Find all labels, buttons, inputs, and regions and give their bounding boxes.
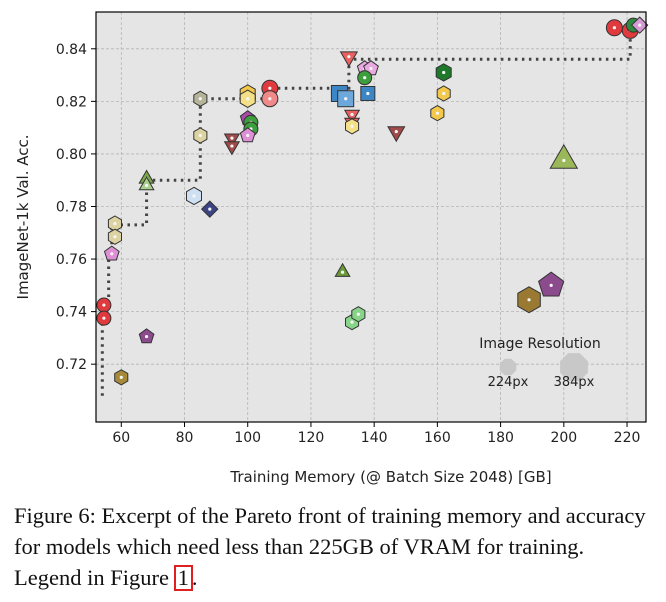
caption-text: Figure 6: Excerpt of the Pareto front of… (14, 503, 646, 590)
data-point (138, 176, 155, 191)
data-point-center (350, 112, 354, 117)
legend: Image Resolution 224px 384px (479, 336, 600, 390)
data-point-center (113, 235, 117, 239)
caption-end: . (191, 565, 198, 590)
x-tick-label: 140 (361, 430, 388, 446)
data-point-center (562, 158, 566, 163)
data-point-center (442, 70, 446, 75)
x-tick-label: 200 (550, 430, 577, 446)
x-tick-label: 120 (298, 430, 325, 446)
x-tick-label: 100 (234, 430, 261, 446)
legend-marker (560, 353, 588, 381)
data-point-center (369, 66, 373, 71)
data-point-center (442, 91, 446, 96)
data-point-center (527, 298, 531, 302)
legend-title: Image Resolution (479, 336, 600, 352)
data-point-center (435, 111, 439, 115)
axes-frame (95, 11, 647, 423)
data-point-center (198, 133, 202, 138)
data-point-center (102, 303, 106, 307)
data-point-center (340, 270, 345, 274)
y-tick-label: 0.72 (56, 357, 87, 373)
y-tick-label: 0.80 (56, 147, 87, 163)
data-point-center (356, 312, 360, 316)
data-point-center (102, 316, 106, 320)
data-point-center (208, 207, 212, 211)
x-tick-label: 80 (176, 430, 194, 446)
data-point-center (110, 252, 114, 256)
data-point-center (363, 76, 367, 80)
data-point-center (144, 183, 149, 188)
pareto-chart: Image Resolution 224px 384px 60 80 100 120 140… (14, 11, 649, 486)
x-tick-label: 180 (487, 430, 514, 446)
legend-label: 384px (554, 375, 595, 390)
data-point-center (119, 375, 123, 379)
data-point (387, 126, 406, 143)
y-tick-label: 0.84 (56, 42, 87, 58)
data-point-center (347, 55, 351, 59)
data-point-center (612, 26, 616, 30)
y-tick-label: 0.76 (56, 252, 87, 268)
grid (96, 12, 646, 422)
y-tick-label: 0.82 (56, 94, 87, 110)
data-point-center (350, 124, 354, 128)
y-axis-label: ImageNet-1k Val. Acc. (14, 135, 32, 300)
legend-label: 224px (488, 375, 529, 390)
x-tick-label: 60 (112, 430, 130, 446)
data-points (96, 16, 649, 386)
x-axis-label: Training Memory (@ Batch Size 2048) [GB] (229, 468, 551, 486)
data-point-center (246, 133, 250, 138)
data-point-center (344, 97, 348, 101)
data-point-center (192, 194, 196, 198)
figure-reference-link[interactable]: 1 (173, 565, 193, 591)
data-point-center (268, 86, 272, 90)
y-tick-label: 0.74 (56, 305, 87, 321)
data-point-center (350, 320, 354, 324)
legend-marker (499, 358, 517, 376)
x-tick-label: 220 (614, 430, 641, 446)
data-point-center (638, 23, 642, 27)
data-point-center (268, 97, 272, 101)
data-point (549, 143, 579, 169)
figure-caption: Figure 6: Excerpt of the Pareto front of… (14, 500, 654, 593)
data-point-center (198, 97, 202, 101)
data-point-center (394, 129, 398, 134)
data-point (339, 51, 359, 68)
data-point-center (549, 283, 553, 287)
axes: 60 80 100 120 140 160 180 200 220 0.72 0.74 0.76 0.7… (14, 11, 647, 486)
data-point-center (144, 334, 149, 339)
data-point (223, 141, 241, 156)
data-point-center (246, 97, 250, 101)
data-point (343, 109, 361, 124)
data-point-center (366, 91, 370, 96)
data-point-center (230, 144, 234, 148)
data-point (334, 262, 351, 277)
data-point-center (113, 221, 117, 226)
data-point-center (230, 136, 234, 140)
x-tick-label: 160 (424, 430, 451, 446)
y-tick-label: 0.78 (56, 199, 87, 215)
data-point (223, 133, 241, 148)
